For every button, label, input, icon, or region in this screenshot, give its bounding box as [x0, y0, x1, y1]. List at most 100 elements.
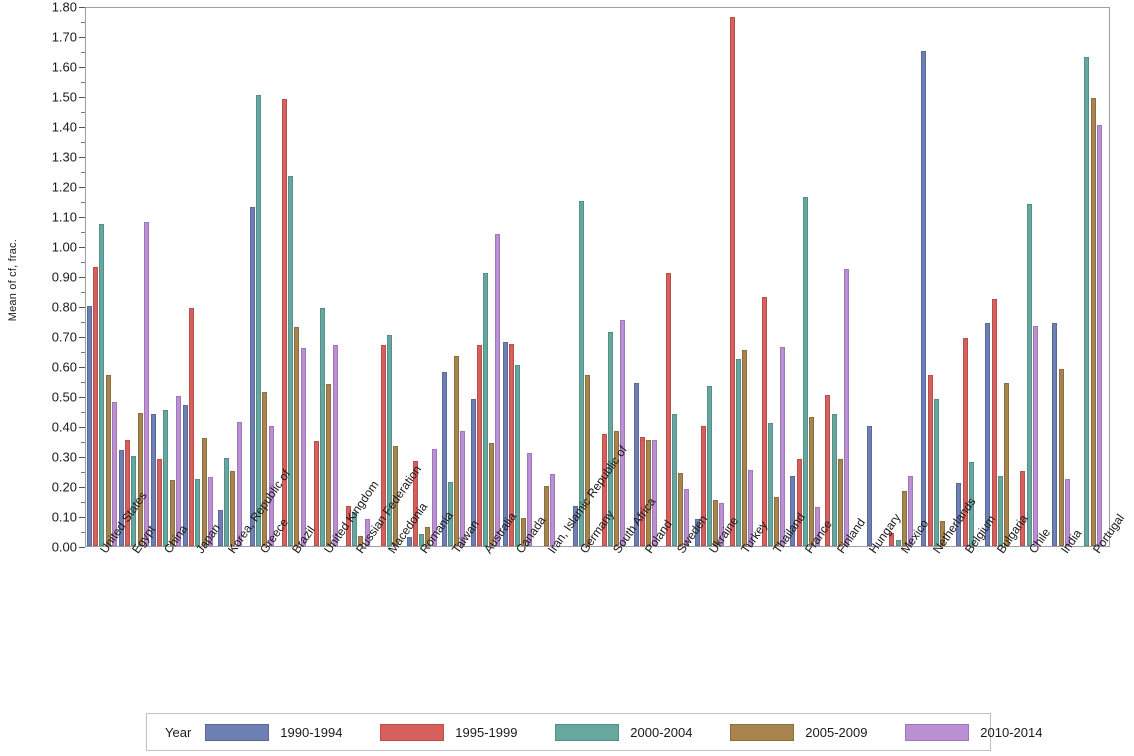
bar[interactable] — [607, 331, 613, 546]
bar[interactable] — [508, 343, 514, 546]
bar[interactable] — [393, 445, 399, 546]
bar[interactable] — [927, 375, 933, 546]
bar[interactable] — [729, 16, 735, 546]
bar[interactable] — [460, 430, 466, 546]
bar[interactable] — [1003, 382, 1009, 546]
bar[interactable] — [345, 505, 351, 546]
bar[interactable] — [183, 405, 189, 546]
bar[interactable] — [985, 322, 991, 546]
bar[interactable] — [939, 520, 945, 546]
bar[interactable] — [831, 414, 837, 546]
bar[interactable] — [320, 307, 326, 546]
bar[interactable] — [93, 267, 99, 546]
bar[interactable] — [579, 201, 585, 546]
bar[interactable] — [441, 372, 447, 546]
bar[interactable] — [157, 459, 163, 546]
bar[interactable] — [125, 439, 131, 546]
bar[interactable] — [646, 439, 652, 546]
bar[interactable] — [844, 268, 850, 546]
bar[interactable] — [889, 532, 895, 546]
bar[interactable] — [706, 385, 712, 546]
legend-entry[interactable]: 2000-2004 — [555, 723, 722, 741]
bar[interactable] — [502, 342, 508, 546]
bar[interactable] — [515, 364, 521, 546]
bar[interactable] — [143, 222, 149, 546]
bar[interactable] — [218, 510, 224, 546]
bar[interactable] — [748, 469, 754, 546]
bar[interactable] — [406, 537, 412, 546]
bar[interactable] — [425, 526, 431, 546]
bar[interactable] — [527, 453, 533, 546]
bar[interactable] — [262, 391, 268, 546]
bar[interactable] — [956, 483, 962, 546]
bar[interactable] — [313, 441, 319, 546]
bar[interactable] — [773, 496, 779, 546]
bar[interactable] — [700, 426, 706, 546]
bar[interactable] — [268, 426, 274, 546]
bar[interactable] — [1090, 97, 1096, 546]
bar[interactable] — [614, 430, 620, 546]
bar[interactable] — [719, 502, 725, 546]
bar[interactable] — [119, 450, 125, 546]
bar[interactable] — [866, 426, 872, 546]
bar[interactable] — [300, 348, 306, 546]
bar[interactable] — [572, 505, 578, 546]
bar[interactable] — [163, 409, 169, 546]
bar[interactable] — [550, 474, 556, 546]
bar[interactable] — [489, 442, 495, 546]
bar[interactable] — [282, 99, 288, 546]
bar[interactable] — [1020, 471, 1026, 546]
bar[interactable] — [1026, 204, 1032, 546]
bar[interactable] — [111, 402, 117, 546]
bar[interactable] — [1096, 124, 1102, 546]
bar[interactable] — [448, 481, 454, 546]
bar[interactable] — [780, 346, 786, 546]
bar[interactable] — [230, 471, 236, 546]
bar[interactable] — [250, 207, 256, 546]
bar[interactable] — [1058, 369, 1064, 546]
legend-entry[interactable]: 2010-2014 — [905, 723, 1072, 741]
bar[interactable] — [665, 273, 671, 546]
bar[interactable] — [195, 478, 201, 546]
bar[interactable] — [412, 460, 418, 546]
bar[interactable] — [169, 480, 175, 546]
bar[interactable] — [1064, 478, 1070, 546]
bar[interactable] — [431, 448, 437, 546]
bar[interactable] — [639, 436, 645, 546]
bar[interactable] — [895, 540, 901, 546]
bar[interactable] — [419, 534, 425, 546]
legend-entry[interactable]: 1995-1999 — [380, 723, 547, 741]
bar[interactable] — [767, 423, 773, 546]
bar[interactable] — [288, 175, 294, 546]
bar[interactable] — [652, 439, 658, 546]
bar[interactable] — [694, 519, 700, 546]
bar[interactable] — [470, 399, 476, 546]
bar[interactable] — [352, 511, 358, 546]
bar[interactable] — [633, 382, 639, 546]
bar[interactable] — [933, 399, 939, 546]
legend-entry[interactable]: 1990-1994 — [205, 723, 372, 741]
bar[interactable] — [207, 477, 213, 546]
bar[interactable] — [997, 475, 1003, 546]
bar[interactable] — [585, 375, 591, 546]
bar[interactable] — [790, 475, 796, 546]
bar[interactable] — [151, 414, 157, 546]
bar[interactable] — [968, 462, 974, 546]
bar[interactable] — [808, 417, 814, 546]
bar[interactable] — [815, 507, 821, 546]
bar[interactable] — [99, 223, 105, 546]
bar[interactable] — [326, 384, 332, 546]
bar[interactable] — [1084, 57, 1090, 546]
bar[interactable] — [483, 273, 489, 546]
bar[interactable] — [201, 438, 207, 546]
bar[interactable] — [907, 475, 913, 546]
bar[interactable] — [358, 535, 364, 546]
bar[interactable] — [256, 94, 262, 546]
bar[interactable] — [364, 519, 370, 546]
bar[interactable] — [189, 307, 195, 546]
bar[interactable] — [1052, 322, 1058, 546]
bar[interactable] — [105, 375, 111, 546]
bar[interactable] — [684, 489, 690, 546]
bar[interactable] — [454, 355, 460, 546]
bar[interactable] — [332, 345, 338, 546]
